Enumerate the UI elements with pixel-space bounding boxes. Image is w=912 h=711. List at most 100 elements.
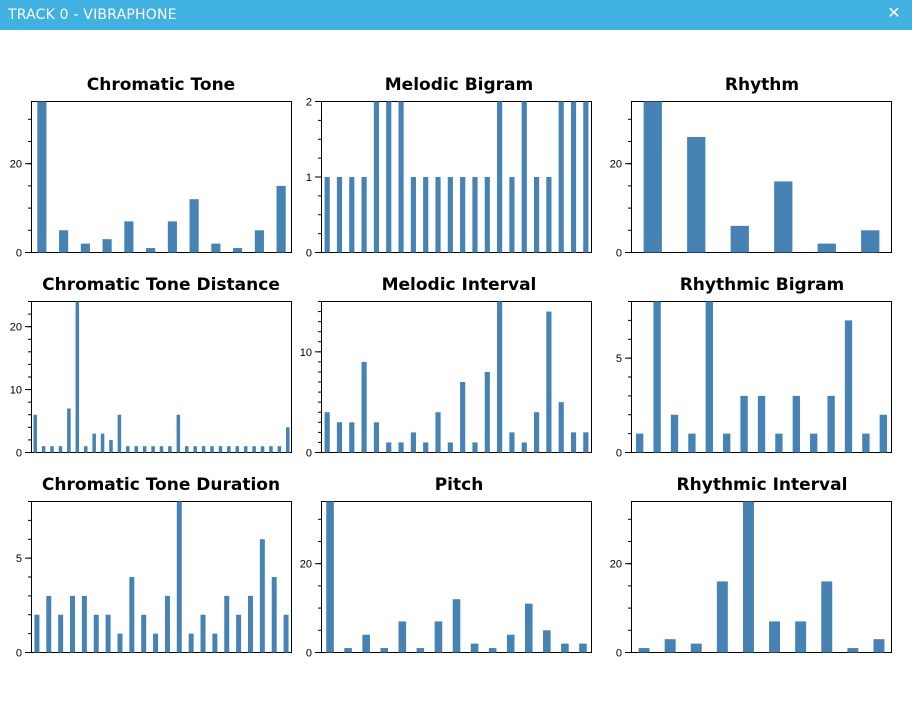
bar xyxy=(484,177,490,253)
bar xyxy=(423,442,429,453)
bar xyxy=(50,446,54,453)
bar xyxy=(92,433,96,453)
y-tick-label: 5 xyxy=(16,553,22,565)
window-title: TRACK 0 - VIBRAPHONE xyxy=(8,7,177,23)
y-tick-label: 20 xyxy=(610,159,622,171)
bar xyxy=(189,199,199,253)
bar xyxy=(570,101,577,253)
y-tick-label: 20 xyxy=(10,159,22,171)
chart-title: Rhythmic Bigram xyxy=(680,275,845,295)
bar xyxy=(142,446,147,453)
bar xyxy=(41,446,46,453)
bar xyxy=(373,422,380,453)
bar xyxy=(286,427,290,453)
y-tick-label: 0 xyxy=(616,648,622,660)
bar xyxy=(509,177,515,253)
bar xyxy=(643,101,662,253)
bar xyxy=(58,614,64,653)
bar xyxy=(93,614,99,653)
bar xyxy=(126,446,130,453)
bar xyxy=(102,239,112,253)
bar xyxy=(75,301,80,453)
bar xyxy=(705,301,713,453)
bar xyxy=(37,101,47,253)
bar xyxy=(521,442,527,453)
bar xyxy=(817,243,836,253)
bar xyxy=(67,408,71,453)
bar xyxy=(361,361,367,453)
bar xyxy=(638,648,650,653)
bar xyxy=(434,621,443,653)
bar xyxy=(243,446,248,453)
bar xyxy=(326,501,334,653)
plot-frame xyxy=(631,501,892,653)
bar xyxy=(211,243,221,253)
bar xyxy=(769,621,781,653)
bar xyxy=(583,432,589,453)
bar xyxy=(730,225,749,253)
bar xyxy=(260,446,265,453)
title-bar: TRACK 0 - VIBRAPHONE ✕ xyxy=(0,0,912,30)
bar xyxy=(153,633,159,653)
bar xyxy=(687,137,706,253)
chart-chromatic-tone-duration: Chromatic Tone Duration 0 5 xyxy=(16,475,292,660)
chart-melodic-interval: Melodic Interval 0 10 xyxy=(300,275,592,460)
chart-rhythmic-bigram: Rhythmic Bigram 0 5 xyxy=(616,275,892,460)
chart-title: Chromatic Tone xyxy=(87,75,235,95)
bar xyxy=(416,648,425,653)
chart-rhythmic-interval: Rhythmic Interval 0 20 xyxy=(610,475,892,660)
chart-title: Pitch xyxy=(435,475,484,495)
bar xyxy=(561,643,569,653)
chart-title: Melodic Bigram xyxy=(385,75,533,95)
bar xyxy=(742,501,754,653)
bar xyxy=(81,595,87,653)
bar xyxy=(218,446,223,453)
plot-frame xyxy=(321,301,592,453)
bar xyxy=(795,621,807,653)
bar xyxy=(688,433,696,453)
bar xyxy=(398,621,407,653)
chart-title: Chromatic Tone Duration xyxy=(42,475,280,495)
bar xyxy=(521,101,527,253)
bar xyxy=(361,177,367,253)
bar xyxy=(164,595,170,653)
bar xyxy=(810,433,818,453)
close-icon[interactable]: ✕ xyxy=(887,5,901,22)
chart-chromatic-tone-distance: Chromatic Tone Distance 0 10 20 xyxy=(10,275,292,460)
bar xyxy=(386,101,392,253)
bar xyxy=(497,101,503,253)
bar xyxy=(670,414,679,453)
bar xyxy=(435,412,441,453)
bar xyxy=(524,603,533,653)
bar xyxy=(59,230,69,253)
bar xyxy=(558,402,564,453)
y-tick-label: 10 xyxy=(300,347,312,359)
bar xyxy=(176,414,181,453)
bar xyxy=(435,177,441,253)
chart-title: Chromatic Tone Distance xyxy=(42,275,280,295)
bar xyxy=(380,648,389,653)
bar xyxy=(167,221,177,253)
bar xyxy=(100,433,105,453)
bar xyxy=(583,101,589,253)
bar xyxy=(233,248,243,253)
bar xyxy=(344,648,352,653)
bar xyxy=(653,301,661,453)
chart-melodic-bigram: Melodic Bigram 0 1 2 xyxy=(306,75,592,260)
bar xyxy=(168,446,172,453)
y-tick-label: 1 xyxy=(306,172,312,184)
bar xyxy=(276,185,286,253)
bar xyxy=(324,177,330,253)
bar xyxy=(472,177,478,253)
bar xyxy=(117,633,123,653)
bar xyxy=(259,539,265,653)
bar xyxy=(224,595,230,653)
bar xyxy=(460,382,466,453)
bar xyxy=(792,395,800,453)
bar xyxy=(247,595,253,653)
bar xyxy=(740,395,748,453)
bar xyxy=(546,311,552,453)
bar xyxy=(141,614,147,653)
bar xyxy=(324,412,330,453)
